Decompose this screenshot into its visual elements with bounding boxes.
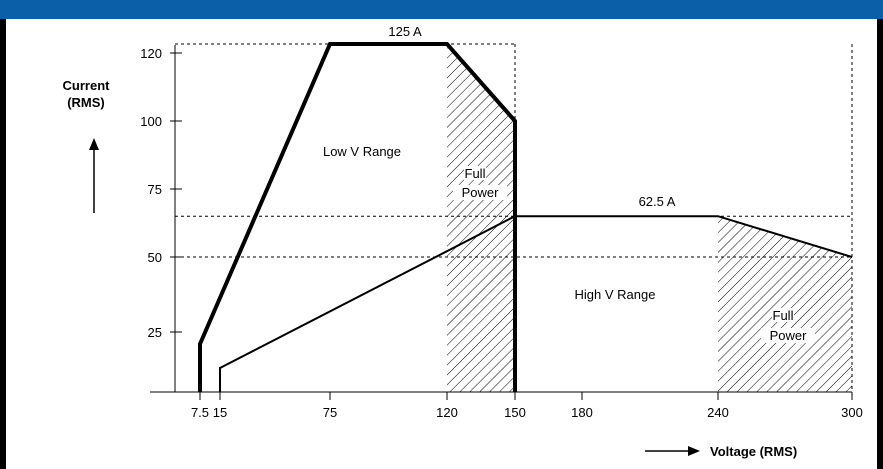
y-tick-label: 25 [148,325,162,340]
full-power-label-bg-1 [464,166,486,180]
x-tick-label: 180 [571,405,593,420]
x-tick-label: 300 [841,405,863,420]
x-tick-label: 7.5 [191,405,209,420]
full-power-label-bg-4 [761,328,815,343]
full-power-label-bg-3 [772,308,794,322]
full-power-label-bg-2 [453,185,507,200]
annotation-62-5a: 62.5 A [639,194,676,209]
y-tick-label: 100 [140,114,162,129]
y-axis-arrow-icon [89,138,99,150]
x-tick-label: 120 [436,405,458,420]
right-frame-bar [877,19,883,469]
full-power-label-2-line1: Full [773,308,794,323]
x-tick-label: 240 [707,405,729,420]
full-power-region-high [718,216,852,392]
x-tick-label: 15 [213,405,227,420]
low-v-range-label: Low V Range [323,144,401,159]
x-tick-label: 150 [504,405,526,420]
top-frame-bar [0,0,883,19]
y-axis-title-line2: (RMS) [67,95,105,110]
full-power-label-2-line2: Power [770,328,808,343]
series-high-v-range [219,215,853,392]
full-power-label-1-line1: Full [465,166,486,181]
x-axis-title: Voltage (RMS) [710,444,797,459]
series-low-v-range [198,42,517,392]
high-v-range-label: High V Range [575,287,656,302]
y-tick-label: 120 [140,46,162,61]
full-power-region-low [447,44,515,392]
full-power-label-1-line2: Power [462,185,500,200]
x-tick-label: 75 [323,405,337,420]
y-axis-title-line1: Current [63,78,111,93]
x-axis-arrow-icon [688,446,700,456]
y-tick-label: 75 [148,182,162,197]
left-frame-bar [0,19,6,469]
y-tick-label: 50 [148,250,162,265]
annotation-125a: 125 A [388,24,422,39]
